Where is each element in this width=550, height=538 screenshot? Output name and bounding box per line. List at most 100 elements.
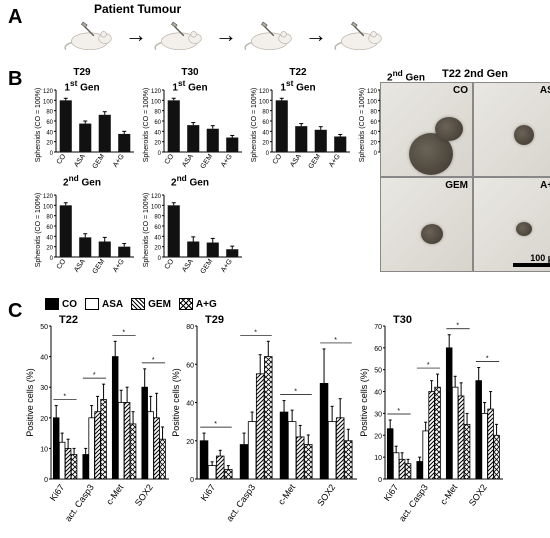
svg-text:Positive cells (%): Positive cells (%) — [359, 368, 369, 437]
legend-item: CO — [45, 298, 77, 310]
svg-text:120: 120 — [43, 194, 54, 200]
svg-text:40: 40 — [46, 235, 53, 241]
svg-text:120: 120 — [259, 89, 270, 95]
svg-text:A+G: A+G — [112, 153, 126, 169]
svg-text:A+G: A+G — [220, 258, 234, 274]
svg-text:0: 0 — [378, 477, 382, 484]
svg-text:GEM: GEM — [92, 153, 107, 170]
svg-text:80: 80 — [46, 110, 53, 116]
svg-text:ASA: ASA — [289, 153, 303, 169]
svg-text:0: 0 — [158, 256, 162, 262]
svg-text:20: 20 — [46, 246, 53, 252]
legend-swatch — [131, 298, 145, 310]
svg-text:*: * — [122, 329, 125, 336]
svg-text:30: 30 — [40, 385, 48, 392]
svg-text:Spheroids (CO = 100%): Spheroids (CO = 100%) — [359, 88, 366, 162]
svg-text:20: 20 — [370, 141, 377, 147]
arrow-icon: → — [125, 22, 147, 48]
svg-text:GEM: GEM — [308, 153, 323, 170]
svg-text:*: * — [152, 357, 155, 364]
micrograph-label: GEM — [445, 180, 468, 191]
grouped-bar-chart: T22 01020304050Positive cells (%)*Ki67*a… — [25, 312, 171, 532]
svg-text:c-Met: c-Met — [276, 482, 297, 507]
svg-text:10: 10 — [40, 446, 48, 453]
svg-text:70: 70 — [374, 324, 382, 331]
legend-item: A+G — [179, 298, 217, 310]
micrograph-CO: CO — [380, 82, 473, 177]
micrograph-ASA: ASA — [473, 82, 550, 177]
svg-text:act. Casp3: act. Casp3 — [63, 482, 96, 523]
svg-text:CO: CO — [164, 258, 176, 271]
svg-text:*: * — [254, 329, 257, 336]
svg-text:40: 40 — [262, 130, 269, 136]
svg-text:Positive cells (%): Positive cells (%) — [25, 368, 35, 437]
legend: COASAGEMA+G — [45, 298, 217, 310]
svg-text:CO: CO — [56, 153, 68, 166]
panel-b: T291st Gen 020406080100120COASAGEMA+GSph… — [28, 68, 548, 278]
mouse-icon — [153, 15, 209, 55]
svg-text:120: 120 — [151, 194, 162, 200]
svg-text:80: 80 — [46, 215, 53, 221]
svg-text:Spheroids (CO = 100%): Spheroids (CO = 100%) — [251, 88, 258, 162]
svg-text:0: 0 — [44, 477, 48, 484]
svg-text:*: * — [93, 372, 96, 379]
svg-text:ASA: ASA — [73, 258, 87, 274]
panel-c-label: C — [8, 300, 22, 323]
svg-text:GEM: GEM — [200, 258, 215, 275]
svg-text:30: 30 — [374, 411, 382, 418]
svg-text:20: 20 — [46, 141, 53, 147]
svg-text:A+G: A+G — [112, 258, 126, 274]
svg-text:0: 0 — [158, 151, 162, 157]
mouse-icon — [333, 15, 389, 55]
mouse-icon — [243, 15, 299, 55]
svg-text:*: * — [427, 362, 430, 369]
svg-text:20: 20 — [186, 439, 194, 446]
svg-text:GEM: GEM — [200, 153, 215, 170]
svg-text:*: * — [63, 394, 66, 401]
chart-title: 2nd Gen — [136, 173, 244, 188]
svg-text:act. Casp3: act. Casp3 — [397, 482, 430, 523]
svg-text:20: 20 — [40, 416, 48, 423]
svg-text:100: 100 — [151, 99, 162, 105]
svg-text:c-Met: c-Met — [104, 482, 125, 507]
svg-text:10: 10 — [374, 455, 382, 462]
svg-text:20: 20 — [262, 141, 269, 147]
svg-text:0: 0 — [266, 151, 270, 157]
legend-swatch — [179, 298, 193, 310]
svg-text:40: 40 — [374, 390, 382, 397]
micrograph-title: T22 2nd Gen — [380, 68, 550, 80]
svg-text:A+G: A+G — [328, 153, 342, 169]
legend-item: GEM — [131, 298, 171, 310]
svg-text:80: 80 — [262, 110, 269, 116]
svg-text:60: 60 — [370, 120, 377, 126]
svg-text:100: 100 — [43, 204, 54, 210]
svg-text:SOX2: SOX2 — [315, 482, 337, 507]
svg-text:0: 0 — [190, 477, 194, 484]
svg-text:Spheroids (CO = 100%): Spheroids (CO = 100%) — [35, 193, 42, 267]
micrograph-panel: T22 2nd Gen CO ASA GEM A+G 100 µm — [380, 68, 550, 272]
micrograph-label: A+G — [540, 180, 550, 191]
svg-text:50: 50 — [374, 368, 382, 375]
svg-text:Spheroids (CO = 100%): Spheroids (CO = 100%) — [35, 88, 42, 162]
arrow-icon: → — [215, 22, 237, 48]
svg-text:60: 60 — [46, 120, 53, 126]
bar-chart: T301st Gen 020406080100120COASAGEMA+GSph… — [136, 68, 244, 173]
svg-text:Ki67: Ki67 — [199, 482, 218, 502]
svg-text:40: 40 — [154, 130, 161, 136]
micrograph-GEM: GEM — [380, 177, 473, 272]
svg-text:40: 40 — [154, 235, 161, 241]
svg-text:CO: CO — [164, 153, 176, 166]
scalebar — [513, 263, 550, 267]
svg-text:120: 120 — [367, 89, 378, 95]
svg-text:60: 60 — [186, 362, 194, 369]
svg-text:40: 40 — [46, 130, 53, 136]
mouse-icon — [63, 15, 119, 55]
svg-text:100: 100 — [259, 99, 270, 105]
svg-text:Ki67: Ki67 — [382, 482, 401, 502]
mouse-diagram: → → → — [63, 15, 389, 55]
svg-text:Positive cells (%): Positive cells (%) — [171, 368, 181, 437]
chart-title: 2nd Gen — [28, 173, 136, 188]
svg-text:*: * — [397, 408, 400, 415]
panel-b-label: B — [8, 68, 22, 91]
svg-text:Spheroids (CO = 100%): Spheroids (CO = 100%) — [143, 193, 150, 267]
